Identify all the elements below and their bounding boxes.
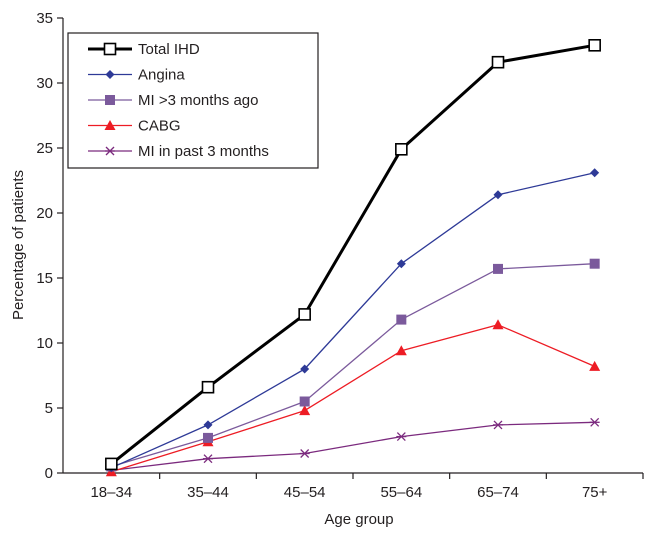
data-point (492, 319, 504, 330)
series-mi-3-months-ago (106, 258, 600, 472)
data-point (590, 168, 600, 178)
x-tick-label: 18–34 (90, 484, 132, 501)
y-tick-label: 10 (36, 335, 53, 352)
data-point (395, 345, 407, 356)
data-point (589, 360, 601, 371)
data-point (491, 55, 505, 69)
series-cabg (105, 319, 601, 477)
legend-label: CABG (138, 118, 181, 135)
x-tick-label: 75+ (582, 484, 608, 501)
series-line (111, 172, 595, 469)
data-point (105, 457, 118, 471)
y-tick-label: 0 (45, 465, 53, 482)
data-point (493, 263, 503, 274)
legend-marker (105, 70, 115, 79)
legend-label: Angina (138, 67, 185, 84)
data-point (493, 420, 503, 430)
data-point (201, 380, 215, 394)
data-point (203, 454, 213, 464)
data-point (395, 143, 408, 156)
data-point (589, 258, 600, 269)
legend-label: Total IHD (138, 41, 200, 58)
series-angina (106, 168, 600, 473)
legend-box (67, 32, 319, 169)
data-point (493, 190, 503, 200)
series-line (110, 43, 595, 466)
data-point (589, 417, 600, 427)
data-point (396, 314, 407, 325)
series-line (111, 263, 595, 468)
chart-series (105, 38, 601, 477)
legend-item: MI in past 3 months (88, 143, 269, 160)
data-point (203, 432, 213, 443)
y-axis-title: Percentage of patients (10, 170, 27, 320)
x-axis-title: Age group (324, 511, 393, 528)
x-axis-ticks: 18–34 35–44 45–54 55–64 65–74 75+ (90, 473, 644, 501)
legend: Total IHD Angina MI >3 months ago CABG MI in… (67, 32, 319, 169)
y-tick-label: 20 (36, 205, 53, 222)
data-point (396, 259, 406, 269)
legend-item: MI >3 months ago (88, 92, 258, 109)
y-tick-label: 35 (36, 10, 53, 27)
y-tick-label: 25 (36, 140, 53, 157)
data-point (299, 405, 311, 416)
series-line (111, 421, 595, 472)
data-point (299, 449, 310, 458)
y-axis-ticks: 0 5 10 15 20 25 30 35 (36, 10, 63, 482)
data-point (299, 396, 310, 407)
legend-item: CABG (88, 118, 181, 135)
legend-item: Angina (88, 67, 185, 84)
data-point (300, 364, 310, 374)
legend-label: MI in past 3 months (138, 143, 269, 160)
x-tick-label: 65–74 (477, 484, 519, 501)
series-line (111, 324, 595, 473)
y-tick-label: 5 (45, 400, 53, 417)
x-tick-label: 45–54 (284, 484, 326, 501)
x-tick-label: 35–44 (187, 484, 229, 501)
legend-label: MI >3 months ago (138, 92, 258, 109)
data-point (203, 420, 213, 430)
x-tick-label: 55–64 (380, 484, 422, 501)
series-total-ihd (105, 38, 601, 471)
y-tick-label: 15 (36, 270, 53, 287)
legend-marker (105, 95, 115, 105)
data-point (588, 38, 601, 52)
legend-marker (104, 120, 116, 130)
legend-marker (103, 42, 117, 56)
legend-item: Total IHD (88, 41, 200, 58)
data-point (298, 308, 311, 321)
data-point (396, 432, 407, 442)
y-tick-label: 30 (36, 75, 53, 92)
legend-marker (105, 146, 115, 156)
